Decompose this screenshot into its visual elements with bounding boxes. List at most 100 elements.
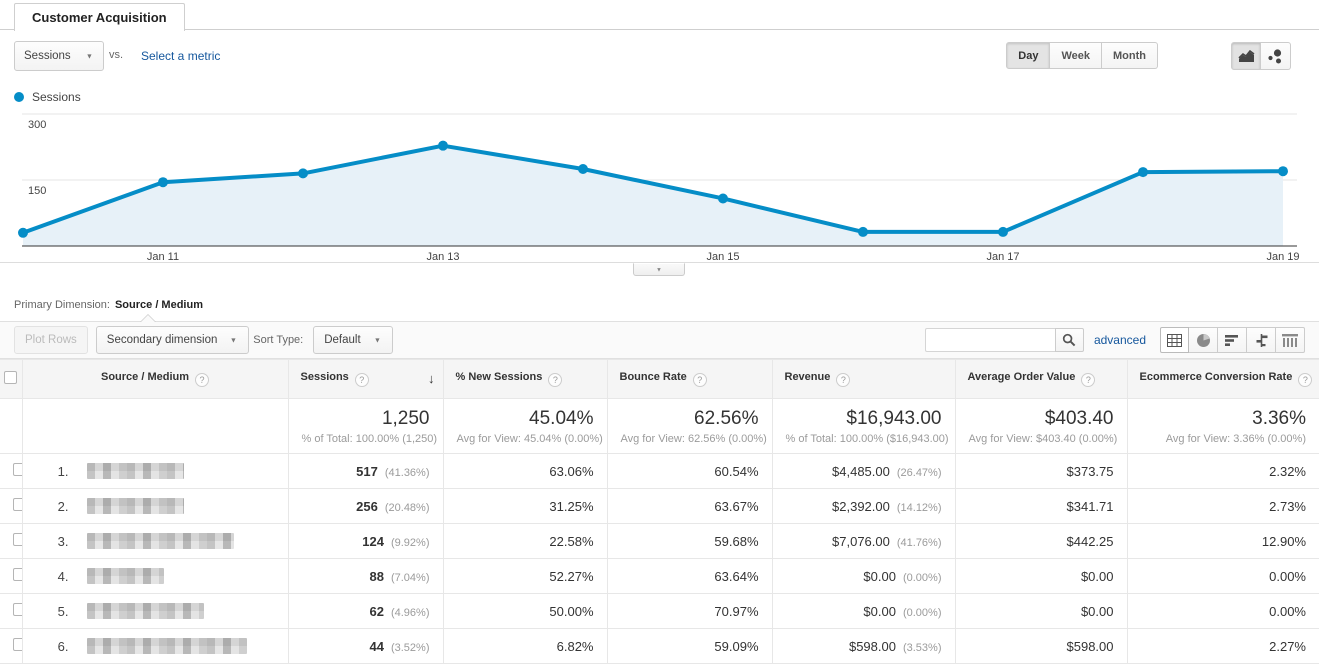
chart-section-divider	[0, 262, 1319, 263]
table-row: 1. 517 (41.36%) 63.06% 60.54% $4,485.00 (2…	[0, 453, 1319, 489]
row-checkbox[interactable]	[13, 463, 21, 476]
help-icon[interactable]: ?	[692, 373, 707, 387]
table-row: 6. 44 (3.52%) 6.82% 59.09% $598.00 (3.53%)…	[0, 628, 1319, 664]
granularity-day-button[interactable]: Day	[1006, 42, 1051, 69]
data-point[interactable]	[438, 140, 448, 151]
source-medium-cell: 5.	[22, 593, 289, 629]
plot-rows-button[interactable]: Plot Rows	[14, 326, 88, 354]
redacted-source-medium	[86, 638, 247, 654]
sessions-line	[22, 143, 1284, 235]
performance-view-button[interactable]	[1218, 327, 1247, 353]
bar-chart-icon	[1224, 334, 1238, 346]
dimension-notch-fill	[141, 315, 155, 322]
tab-customer-acquisition[interactable]: Customer Acquisition	[14, 3, 185, 31]
new-sessions-cell: 6.82%	[443, 628, 608, 664]
chart-collapse-handle[interactable]: ▼	[633, 263, 685, 276]
aov-cell: $373.75	[955, 453, 1128, 489]
row-index: 1.	[57, 463, 69, 479]
summary-source-cell	[22, 398, 289, 454]
chart-legend: Sessions	[14, 90, 81, 104]
select-metric-link[interactable]: Select a metric	[141, 49, 221, 63]
source-medium-cell: 4.	[22, 558, 289, 594]
row-checkbox[interactable]	[13, 638, 21, 651]
data-point[interactable]	[18, 227, 28, 238]
new-sessions-cell: 63.06%	[443, 453, 608, 489]
chevron-down-icon: ▼	[656, 266, 662, 273]
help-icon[interactable]: ?	[1298, 373, 1313, 387]
data-point[interactable]	[298, 168, 308, 179]
advanced-search-link[interactable]: advanced	[1093, 333, 1146, 347]
help-icon[interactable]: ?	[1081, 373, 1096, 387]
percentage-view-button[interactable]	[1189, 327, 1218, 353]
motion-chart-button[interactable]	[1261, 42, 1291, 70]
ecr-cell: 2.32%	[1127, 453, 1319, 489]
revenue-cell: $0.00 (0.00%)	[772, 558, 956, 594]
table-view-button[interactable]	[1160, 327, 1189, 353]
sessions-cell: 517 (41.36%)	[288, 453, 444, 489]
primary-dimension-value[interactable]: Source / Medium	[114, 299, 203, 311]
secondary-dimension-label: Secondary dimension	[106, 334, 218, 346]
table-toolbar: Plot Rows Secondary dimension ▼ Sort Typ…	[0, 314, 1319, 359]
search-button[interactable]	[1054, 328, 1084, 352]
pivot-view-button[interactable]	[1276, 327, 1305, 353]
sort-type-dropdown[interactable]: Default ▼	[313, 326, 393, 354]
chevron-down-icon: ▼	[85, 52, 93, 60]
aov-cell: $341.71	[955, 488, 1128, 524]
secondary-dimension-dropdown[interactable]: Secondary dimension ▼	[95, 326, 250, 354]
bounce-rate-cell: 60.54%	[607, 453, 773, 489]
source-medium-table: Source / Medium? Sessions? ↓ % New Sessi…	[0, 359, 1319, 664]
data-point[interactable]	[1138, 167, 1148, 178]
data-point[interactable]	[858, 226, 868, 237]
area-fill	[23, 145, 1283, 246]
aov-cell: $442.25	[955, 523, 1128, 559]
primary-dimension: Primary Dimension: Source / Medium	[14, 299, 203, 311]
search-input[interactable]	[924, 328, 1055, 352]
comparison-view-button[interactable]	[1247, 327, 1276, 353]
row-checkbox[interactable]	[13, 568, 21, 581]
data-point[interactable]	[718, 193, 728, 204]
header-new-sessions[interactable]: % New Sessions?	[443, 359, 608, 399]
source-medium-cell: 3.	[22, 523, 289, 559]
help-icon[interactable]: ?	[195, 373, 210, 387]
table-header-row: Source / Medium? Sessions? ↓ % New Sessi…	[0, 359, 1319, 399]
sessions-chart[interactable]: 150 300 Jan 11 Jan 13 Jan 15 Jan 17 Jan 19	[0, 100, 1319, 280]
row-checkbox[interactable]	[13, 498, 21, 511]
help-icon[interactable]: ?	[548, 373, 563, 387]
granularity-week-button[interactable]: Week	[1050, 42, 1103, 69]
header-revenue[interactable]: Revenue?	[772, 359, 956, 399]
header-bounce-rate[interactable]: Bounce Rate?	[607, 359, 773, 399]
row-checkbox[interactable]	[13, 603, 21, 616]
select-all-checkbox[interactable]	[4, 371, 18, 384]
row-index: 6.	[57, 638, 69, 654]
line-chart-button[interactable]	[1231, 42, 1261, 70]
x-axis-label: Jan 19	[1266, 251, 1299, 263]
new-sessions-cell: 52.27%	[443, 558, 608, 594]
metric-dropdown[interactable]: Sessions ▼	[14, 41, 104, 71]
x-axis-label: Jan 13	[426, 251, 459, 263]
table-row: 4. 88 (7.04%) 52.27% 63.64% $0.00 (0.00%) …	[0, 558, 1319, 594]
redacted-source-medium	[86, 533, 234, 549]
row-checkbox[interactable]	[13, 533, 21, 546]
header-source-medium[interactable]: Source / Medium?	[22, 359, 289, 399]
data-point[interactable]	[158, 177, 168, 188]
table-summary-row: 1,250 % of Total: 100.00% (1,250) 45.04%…	[0, 398, 1319, 454]
data-point[interactable]	[578, 164, 588, 174]
granularity-month-button[interactable]: Month	[1102, 42, 1158, 69]
header-sessions[interactable]: Sessions? ↓	[288, 359, 444, 399]
sort-descending-icon[interactable]: ↓	[428, 371, 435, 386]
help-icon[interactable]: ?	[836, 373, 851, 387]
sort-type-label: Sort Type:	[253, 334, 304, 346]
source-medium-cell: 1.	[22, 453, 289, 489]
new-sessions-cell: 22.58%	[443, 523, 608, 559]
legend-label: Sessions	[32, 90, 81, 104]
header-ecommerce-conversion-rate[interactable]: Ecommerce Conversion Rate?	[1127, 359, 1319, 399]
data-point[interactable]	[1278, 166, 1288, 177]
data-point[interactable]	[998, 226, 1008, 237]
chart-type-toggle	[1231, 42, 1291, 70]
y-axis-label: 300	[28, 119, 46, 131]
header-average-order-value[interactable]: Average Order Value?	[955, 359, 1128, 399]
revenue-cell: $598.00 (3.53%)	[772, 628, 956, 664]
help-icon[interactable]: ?	[354, 373, 369, 387]
aov-cell: $0.00	[955, 593, 1128, 629]
